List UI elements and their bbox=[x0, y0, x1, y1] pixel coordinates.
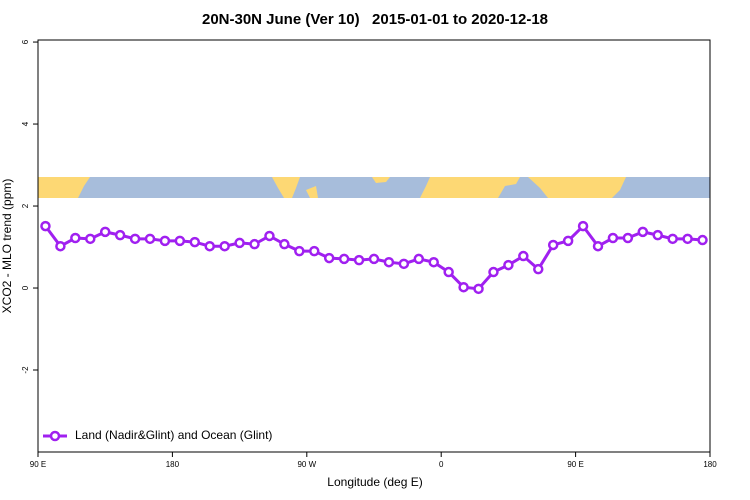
data-point bbox=[368, 253, 380, 265]
x-tick-label: 0 bbox=[439, 460, 444, 469]
data-point bbox=[622, 232, 634, 244]
data-point bbox=[353, 254, 365, 266]
data-point bbox=[592, 240, 604, 252]
y-axis-label: XCO2 - MLO trend (ppm) bbox=[0, 179, 14, 314]
x-tick-label: 90 E bbox=[567, 460, 583, 469]
data-point bbox=[264, 230, 275, 242]
data-point bbox=[85, 233, 96, 245]
x-tick-label: 90 E bbox=[30, 460, 46, 469]
data-point bbox=[323, 252, 335, 264]
data-point bbox=[234, 237, 245, 249]
data-point bbox=[219, 240, 230, 252]
legend-label: Land (Nadir&Glint) and Ocean (Glint) bbox=[75, 428, 272, 442]
chart-title: 20N-30N June (Ver 10) 2015-01-01 to 2020… bbox=[202, 11, 548, 28]
data-point bbox=[518, 250, 529, 262]
data-point bbox=[533, 263, 544, 275]
data-point bbox=[428, 256, 439, 268]
y-tick-label: 4 bbox=[21, 121, 30, 126]
data-point bbox=[70, 232, 81, 244]
x-tick-label: 90 W bbox=[297, 460, 316, 469]
y-tick-label: 2 bbox=[21, 203, 30, 208]
legend-marker bbox=[49, 430, 61, 442]
data-point bbox=[547, 239, 559, 251]
data-point bbox=[159, 235, 171, 247]
data-point bbox=[144, 233, 156, 245]
data-point bbox=[443, 266, 454, 278]
data-point bbox=[458, 281, 469, 293]
data-point bbox=[55, 240, 66, 252]
map-strip bbox=[38, 177, 710, 198]
data-point bbox=[174, 235, 186, 247]
data-point bbox=[577, 220, 589, 232]
data-point bbox=[488, 266, 499, 278]
data-point bbox=[637, 226, 649, 238]
data-point bbox=[383, 256, 395, 268]
y-tick-label: -2 bbox=[21, 366, 30, 374]
plot-frame bbox=[37, 39, 711, 453]
data-point bbox=[279, 238, 290, 250]
data-point bbox=[338, 253, 350, 265]
data-point bbox=[40, 220, 51, 232]
data-point bbox=[249, 238, 260, 250]
data-point bbox=[562, 235, 574, 247]
data-point bbox=[189, 236, 201, 248]
data-point bbox=[413, 253, 425, 265]
data-point bbox=[99, 226, 111, 238]
data-point bbox=[503, 259, 514, 271]
y-tick-label: 6 bbox=[21, 39, 30, 44]
data-point bbox=[607, 232, 619, 244]
data-point bbox=[309, 245, 320, 257]
data-point bbox=[682, 233, 693, 245]
data-point bbox=[398, 258, 410, 270]
x-tick-label: 180 bbox=[703, 460, 717, 469]
x-tick-label: 180 bbox=[166, 460, 180, 469]
x-axis-label: Longitude (deg E) bbox=[327, 475, 422, 489]
y-tick-label: 0 bbox=[21, 285, 30, 290]
data-point bbox=[294, 245, 305, 257]
data-point bbox=[697, 234, 708, 246]
data-point bbox=[473, 283, 484, 295]
data-point bbox=[667, 233, 678, 245]
data-point bbox=[114, 229, 126, 241]
data-point bbox=[652, 229, 663, 241]
data-point bbox=[204, 240, 215, 252]
data-point bbox=[129, 233, 141, 245]
